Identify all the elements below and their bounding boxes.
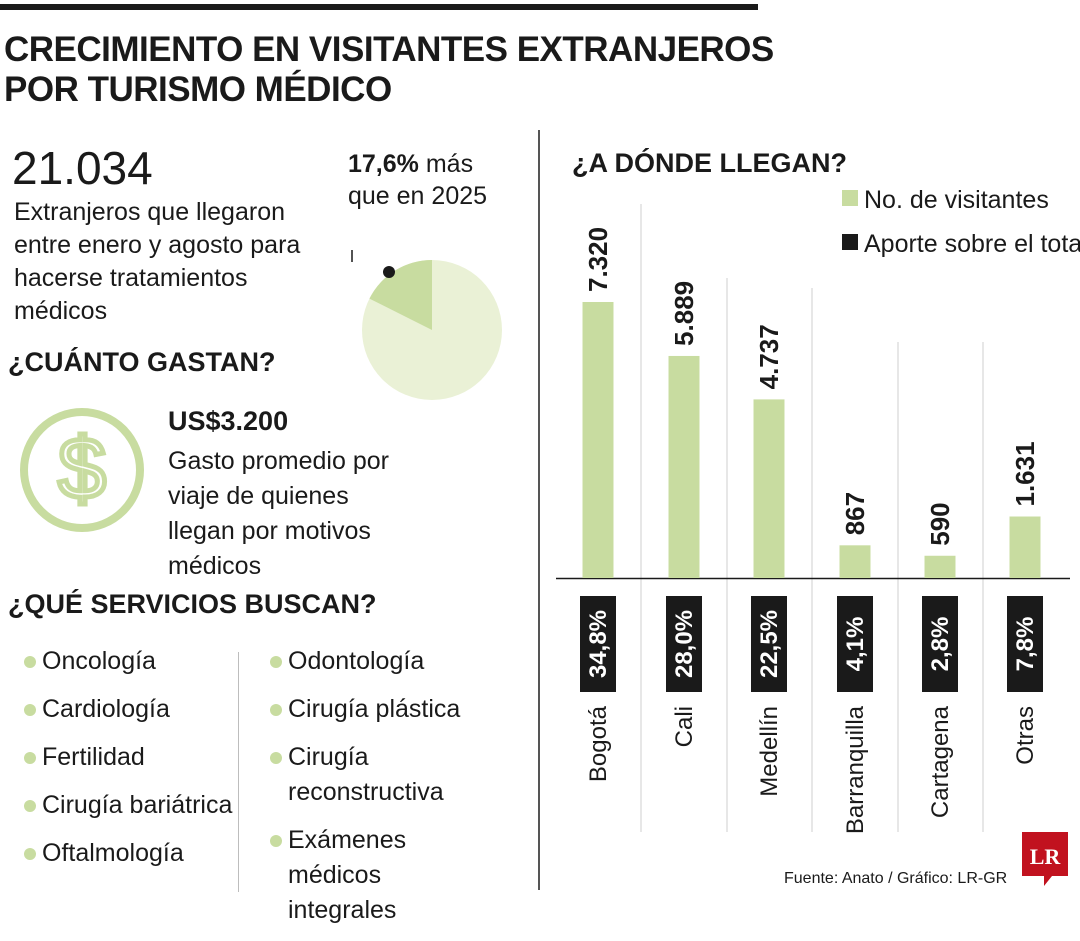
spending-heading: ¿CUÁNTO GASTAN? (8, 347, 276, 377)
share-label: 28,0% (671, 610, 698, 678)
service-item: Cirugía bariátrica (24, 788, 234, 823)
dollar-circle-icon: $ (20, 408, 144, 532)
services-divider (238, 652, 239, 892)
service-item: Oncología (24, 644, 234, 679)
category-label: Medellín (756, 706, 783, 797)
pie-slice-growth (369, 260, 432, 330)
services-heading: ¿QUÉ SERVICIOS BUSCAN? (8, 589, 377, 619)
service-item: Cirugía plástica (270, 692, 490, 727)
bar-value-label: 1.631 (1010, 441, 1040, 506)
bar (839, 545, 871, 578)
svg-text:LR: LR (1030, 844, 1062, 869)
bar (1009, 516, 1041, 578)
panel-divider (538, 130, 540, 890)
spending-description: Gasto promedio por viaje de quienes lleg… (168, 447, 389, 580)
growth-note: 17,6% más que en 2025 (348, 148, 498, 212)
service-item: Cardiología (24, 692, 234, 727)
category-label: Otras (1012, 706, 1039, 765)
share-box (666, 596, 702, 692)
services-list-1: Oncología Cardiología Fertilidad Cirugía ba… (24, 644, 234, 884)
bar (668, 355, 700, 578)
share-label: 7,8% (1012, 617, 1039, 672)
pie-callout-dot (383, 266, 395, 278)
service-item: Fertilidad (24, 740, 234, 775)
bar (753, 399, 785, 578)
share-label: 4,1% (842, 617, 869, 672)
spending-amount: US$3.200 (168, 406, 289, 436)
visitors-total: 21.034 (12, 142, 153, 194)
share-label: 34,8% (585, 610, 612, 678)
page-title: CRECIMIENTO EN VISITANTES EXTRANJEROS PO… (4, 30, 774, 109)
category-label: Barranquilla (842, 705, 869, 834)
category-label: Bogotá (585, 705, 612, 782)
share-box (922, 596, 958, 692)
growth-value: 17,6% (348, 150, 419, 178)
growth-text: más que en 2025 (348, 150, 488, 210)
share-label: 22,5% (756, 610, 783, 678)
pie-callout-line (351, 250, 353, 262)
bar (924, 555, 956, 578)
category-label: Cali (671, 706, 698, 747)
visitors-description: Extranjeros que llegaron entre enero y a… (14, 198, 301, 325)
source-note: Fuente: Anato / Gráfico: LR-GR (784, 870, 1008, 887)
service-item: Odontología (270, 644, 490, 679)
category-label: Cartagena (927, 705, 954, 818)
share-box (837, 596, 873, 692)
bar-value-label: 5.889 (669, 281, 699, 346)
svg-text:$: $ (58, 421, 106, 517)
bar-value-label: 4.737 (754, 324, 784, 389)
service-item: Oftalmología (24, 836, 234, 871)
legend-label: Aporte sobre el total (864, 230, 1080, 258)
share-box (1007, 596, 1043, 692)
bar-value-label: 867 (840, 492, 870, 535)
bar (582, 302, 614, 578)
bar-chart: ¿A DÓNDE LLEGAN? No. de visitantes Aporte … (556, 147, 1080, 834)
legend-label: No. de visitantes (864, 186, 1049, 214)
bar-value-label: 590 (925, 502, 955, 545)
legend-swatch (842, 234, 858, 250)
share-box (580, 596, 616, 692)
bar-value-label: 7.320 (583, 227, 613, 292)
top-rule (0, 4, 758, 10)
growth-pie (351, 250, 502, 400)
chart-title: ¿A DÓNDE LLEGAN? (572, 147, 847, 178)
lr-logo: LR (1022, 832, 1068, 886)
share-box (751, 596, 787, 692)
share-label: 2,8% (927, 617, 954, 672)
service-item: Cirugía reconstructiva (270, 740, 490, 810)
legend-swatch (842, 190, 858, 206)
